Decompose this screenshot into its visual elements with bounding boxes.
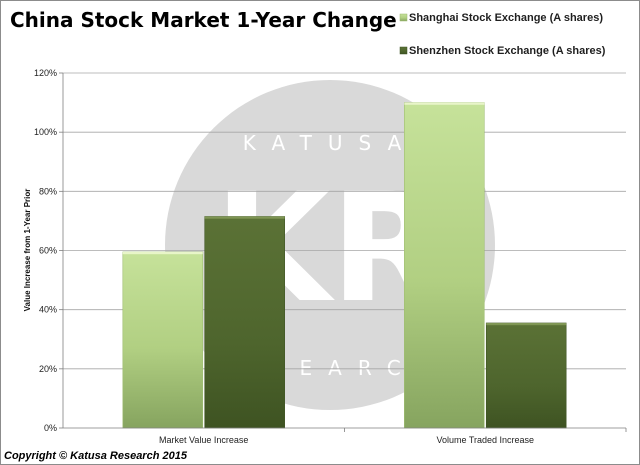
axes: 0% 20% 40% 60% 80% 100% 120% Market Value Incre… [34, 68, 627, 445]
bar-shanghai [122, 251, 204, 429]
bar-shenzhen [204, 216, 285, 429]
y-axis-label: Value Increase from 1-Year Prior [23, 189, 32, 312]
chart-title: China Stock Market 1-Year Change [10, 8, 397, 32]
bar-top-highlight [204, 216, 285, 219]
legend: Shanghai Stock Exchange (A shares) Shenz… [399, 12, 606, 57]
watermark-top-text: KATUSA [243, 131, 418, 155]
y-tick-label: 60% [39, 246, 57, 256]
bar-top-highlight [122, 251, 203, 255]
bar-shanghai [404, 102, 485, 429]
copyright-footer: Copyright © Katusa Research 2015 [4, 450, 188, 462]
bar-top-highlight [486, 322, 567, 326]
bar-shenzhen [485, 322, 567, 429]
y-tick-label: 0% [44, 423, 57, 433]
y-tick-label: 40% [39, 305, 57, 315]
legend-label-shenzhen: Shenzhen Stock Exchange (A shares) [409, 45, 606, 57]
legend-label-shanghai: Shanghai Stock Exchange (A shares) [409, 12, 603, 24]
x-category-label: Volume Traded Increase [436, 435, 534, 445]
bars [122, 102, 567, 429]
bar-top-highlight [404, 102, 485, 105]
y-tick-label: 80% [39, 186, 57, 196]
legend-swatch-shanghai [399, 13, 408, 22]
legend-swatch-shenzhen [399, 46, 408, 55]
y-tick-label: 100% [34, 127, 57, 137]
y-tick-label: 20% [39, 364, 57, 374]
y-tick-label: 120% [34, 68, 57, 78]
x-category-label: Market Value Increase [159, 435, 248, 445]
